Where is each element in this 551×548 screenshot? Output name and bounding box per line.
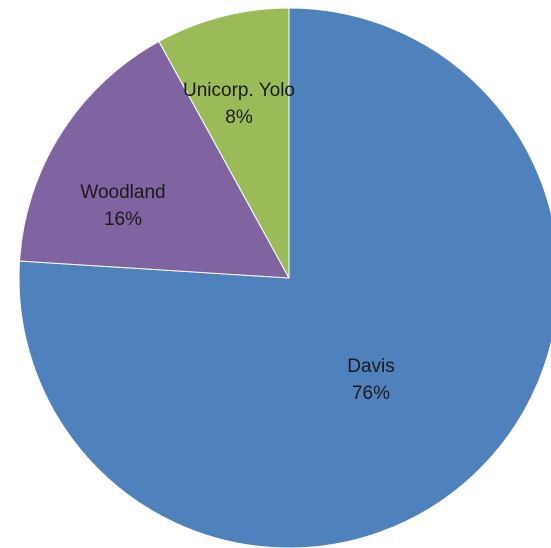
pie-slice-unicorp-yolo bbox=[158, 7, 290, 279]
slice-name: Unicorp. Yolo bbox=[183, 80, 295, 101]
slice-name: Davis bbox=[347, 356, 395, 377]
slice-label-unicorp-yolo: Unicorp. Yolo 8% bbox=[183, 80, 295, 128]
pie-slice-woodland bbox=[18, 40, 290, 279]
pie-slices bbox=[18, 7, 551, 548]
slice-label-davis: Davis 76% bbox=[347, 356, 395, 404]
slice-name: Woodland bbox=[80, 182, 165, 203]
pie-labels: Davis 76% Woodland 16% Unicorp. Yolo 8% bbox=[80, 80, 394, 404]
slice-percent: 16% bbox=[104, 209, 142, 230]
slice-percent: 76% bbox=[352, 383, 390, 404]
slice-label-woodland: Woodland 16% bbox=[80, 182, 165, 230]
slice-percent: 8% bbox=[225, 107, 253, 128]
